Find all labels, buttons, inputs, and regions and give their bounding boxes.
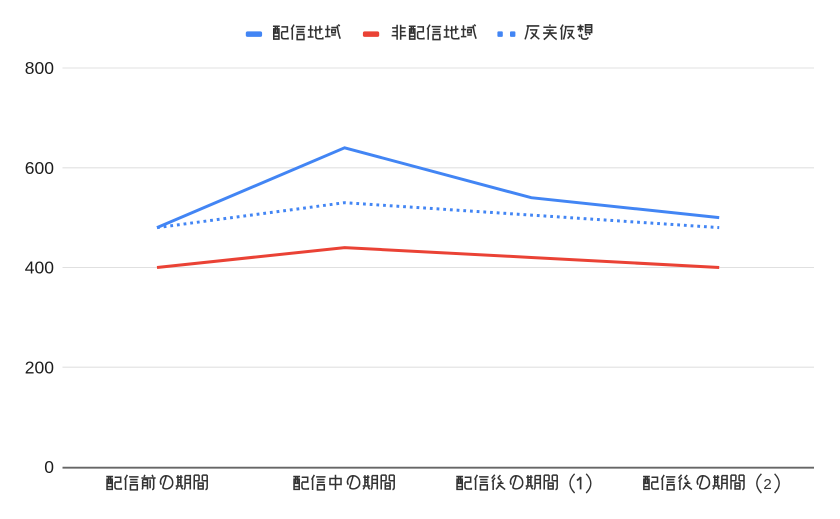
svg-text:2: 2 (763, 476, 771, 493)
svg-text:800: 800 (25, 58, 54, 78)
svg-text:200: 200 (25, 357, 54, 377)
svg-text:0: 0 (44, 457, 54, 477)
svg-text:600: 600 (25, 158, 54, 178)
svg-text:400: 400 (25, 258, 54, 278)
